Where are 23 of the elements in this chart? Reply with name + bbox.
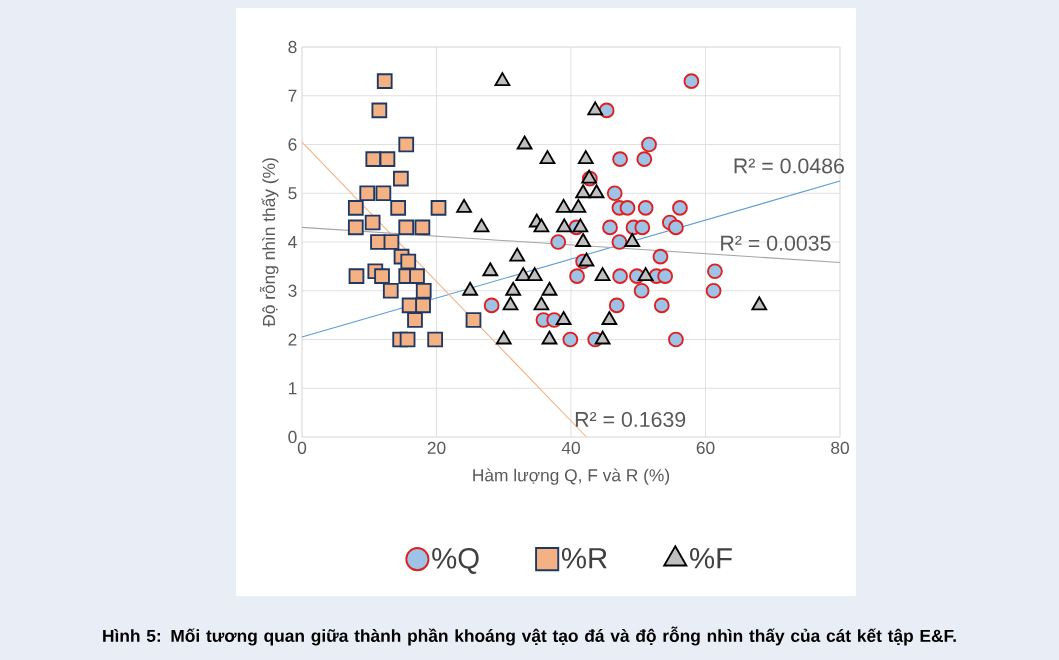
legend-label: %R [561, 547, 607, 569]
y-tick-label: 2 [288, 333, 297, 346]
legend-label: %F [690, 547, 732, 569]
y-tick-label: 3 [288, 284, 297, 297]
x-tick-label: 60 [696, 441, 715, 454]
y-axis-title: Độ rỗng nhìn thấy (%) [259, 158, 279, 327]
y-tick-label: 6 [288, 138, 297, 151]
annotation: R² = 0.1639 [575, 411, 686, 427]
y-tick-label: 7 [288, 89, 297, 102]
legend-label: %Q [432, 547, 479, 574]
x-tick-label: 40 [561, 441, 580, 454]
annotation: R² = 0.0035 [721, 235, 831, 251]
y-tick-label: 1 [288, 382, 297, 395]
x-tick-label: 20 [427, 441, 446, 454]
y-tick-label: 5 [288, 187, 297, 200]
y-tick-label: 8 [288, 40, 297, 54]
y-tick-label: 4 [288, 236, 297, 248]
y-tick-label: 0 [288, 430, 297, 444]
x-axis-title: Hàm lượng Q, F và R (%) [473, 468, 670, 485]
text: Hình 5: Mối tương quan giữa thành phần khoáng vật tạo đá và độ rỗng nhìn thấy của cát kết tập E&F. [103, 626, 956, 646]
x-tick-label: 80 [831, 441, 849, 454]
annotation: R² = 0.0486 [734, 158, 844, 174]
x-tick-label: 0 [297, 441, 307, 454]
